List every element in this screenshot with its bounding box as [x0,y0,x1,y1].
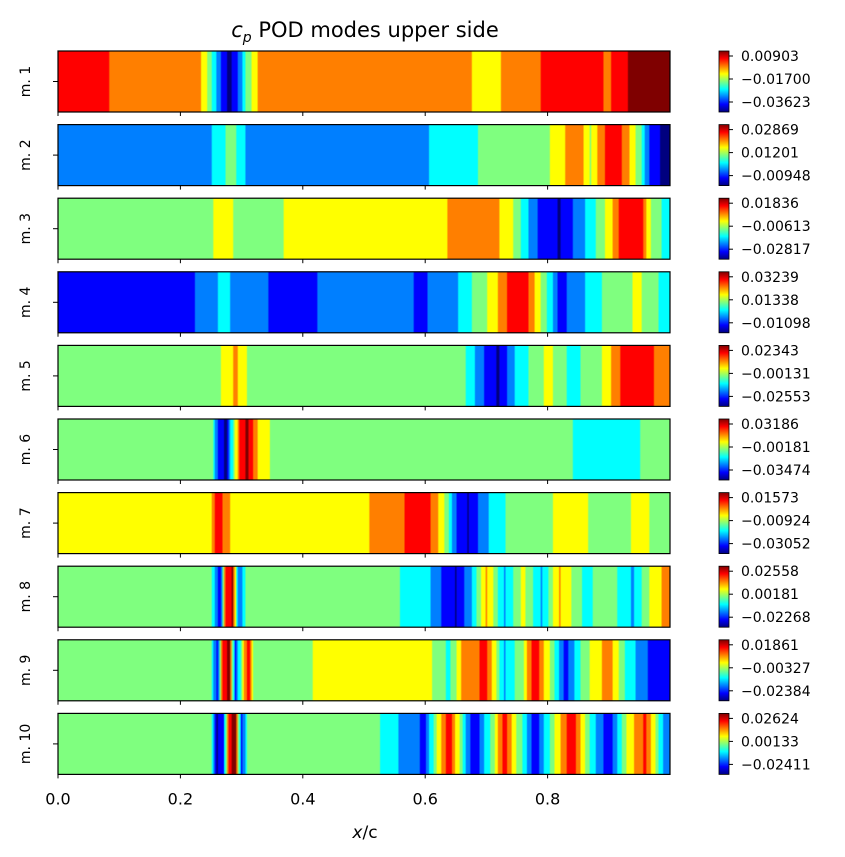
colorbar-tick-label: −0.02411 [741,757,811,773]
colorbar-tick-label: −0.03623 [741,95,811,111]
mode-label: m. 4 [18,286,34,318]
colorbar-tick-label: −0.00181 [741,440,811,456]
chart-title: cp POD modes upper side [231,18,499,46]
mode-label: m. 3 [18,213,34,244]
mode-contour-field [58,566,670,628]
mode-label: m. 7 [18,507,34,538]
colorbar [718,639,730,702]
mode-contour-field [58,492,670,554]
colorbar-tick-label: −0.00613 [741,219,811,235]
colorbar-tick-label: 0.01338 [741,293,799,309]
colorbar-tick-label: 0.00181 [741,587,799,603]
mode-contour-field [58,639,670,701]
x-tick-label: 0.4 [290,789,315,808]
mode-label: m. 5 [18,360,34,391]
colorbars: 0.00903 −0.01700 −0.03623 0.02869 0.01201 −0.… [718,49,811,775]
colorbar-tick-label: 0.03186 [741,417,799,433]
x-axis: 0.0 0.2 0.4 0.6 0.8 [45,789,560,808]
mode-label: m. 1 [18,66,34,97]
x-axis-label: x/c [351,823,377,843]
colorbar-tick-label: −0.01098 [741,316,811,332]
colorbar [718,492,730,555]
colorbar-tick-label: 0.02624 [741,711,799,727]
colorbar-tick-label: 0.02558 [741,564,799,580]
colorbar-tick-label: 0.00133 [741,734,799,750]
colorbar-tick-label: −0.02384 [741,684,811,700]
colorbar-tick-label: 0.01861 [741,638,799,654]
colorbar-tick-label: 0.01573 [741,491,799,507]
colorbar-tick-label: −0.00131 [741,366,811,382]
colorbar-tick-label: 0.03239 [741,270,799,286]
mode-panels: m. 1 m. 2 m. 3 m. 4 m. 5 m. 6 m. 7 m. 8 m. 9 m. 1… [18,50,671,779]
colorbar-tick-label: −0.03474 [741,463,811,479]
colorbar-tick-label: 0.02343 [741,343,799,359]
mode-label: m. 2 [18,139,34,170]
colorbar-tick-label: −0.01700 [741,72,811,88]
mode-contour-field [58,271,670,333]
colorbar [718,565,730,628]
colorbar-tick-label: 0.00903 [741,49,799,65]
mode-contour-field [58,713,670,775]
mode-contour-field [58,51,670,112]
colorbar-tick-label: −0.02817 [741,242,811,258]
mode-contour-field [58,198,670,260]
colorbar-tick-label: 0.02869 [741,123,799,139]
colorbar-tick-label: −0.00327 [741,661,811,677]
mode-contour-field [58,419,670,480]
colorbar [718,344,730,407]
colorbar-tick-label: −0.00924 [741,514,811,530]
x-tick-label: 0.8 [535,789,560,808]
colorbar-tick-label: −0.00948 [741,169,811,185]
colorbar-tick-label: 0.01836 [741,196,799,212]
x-tick-label: 0.2 [168,789,193,808]
x-tick-label: 0.0 [45,789,70,808]
colorbar [718,124,730,186]
colorbar-tick-label: −0.02553 [741,389,811,405]
colorbar-tick-label: −0.03052 [741,537,811,553]
mode-label: m. 6 [18,434,34,466]
mode-contour-field [58,345,670,407]
colorbar [718,271,730,334]
mode-label: m. 8 [18,581,34,612]
mode-label: m. 9 [18,655,34,686]
mode-contour-field [58,124,670,186]
colorbar [718,197,730,260]
colorbar-tick-label: −0.02268 [741,610,811,626]
colorbar [718,418,730,481]
x-tick-label: 0.6 [412,789,437,808]
colorbar [718,50,730,113]
colorbar [718,713,730,775]
mode-label: m. 10 [18,724,34,764]
colorbar-tick-label: 0.01201 [741,146,799,162]
